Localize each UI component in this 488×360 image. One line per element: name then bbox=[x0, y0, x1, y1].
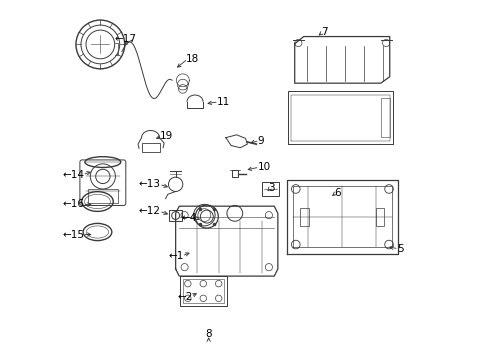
Text: ←2: ←2 bbox=[177, 292, 192, 302]
Text: 3: 3 bbox=[268, 183, 275, 193]
Text: 8: 8 bbox=[205, 329, 211, 338]
Bar bbox=[261, 182, 278, 196]
Text: ←17: ←17 bbox=[114, 34, 136, 44]
Bar bbox=[183, 279, 223, 303]
Text: 18: 18 bbox=[185, 54, 199, 64]
Text: 6: 6 bbox=[334, 188, 341, 198]
Text: 7: 7 bbox=[320, 27, 327, 37]
Text: ←15: ←15 bbox=[62, 230, 84, 239]
Bar bbox=[375, 208, 384, 226]
Text: 10: 10 bbox=[257, 162, 270, 172]
Bar bbox=[88, 189, 118, 203]
Text: 19: 19 bbox=[160, 131, 173, 141]
Bar bbox=[380, 98, 389, 137]
Bar bbox=[142, 143, 159, 152]
Text: ←14: ←14 bbox=[62, 170, 84, 180]
Text: 11: 11 bbox=[217, 97, 230, 107]
Text: 9: 9 bbox=[257, 136, 264, 145]
Text: 5: 5 bbox=[396, 244, 403, 254]
Bar bbox=[300, 208, 308, 226]
Text: ←1: ←1 bbox=[168, 251, 183, 261]
Bar bbox=[180, 276, 226, 306]
Bar bbox=[169, 211, 182, 221]
Text: ←16: ←16 bbox=[62, 199, 84, 210]
Text: ←4: ←4 bbox=[182, 213, 197, 222]
Text: ←13: ←13 bbox=[139, 179, 161, 189]
Text: ←12: ←12 bbox=[139, 206, 161, 216]
Bar bbox=[232, 170, 238, 177]
